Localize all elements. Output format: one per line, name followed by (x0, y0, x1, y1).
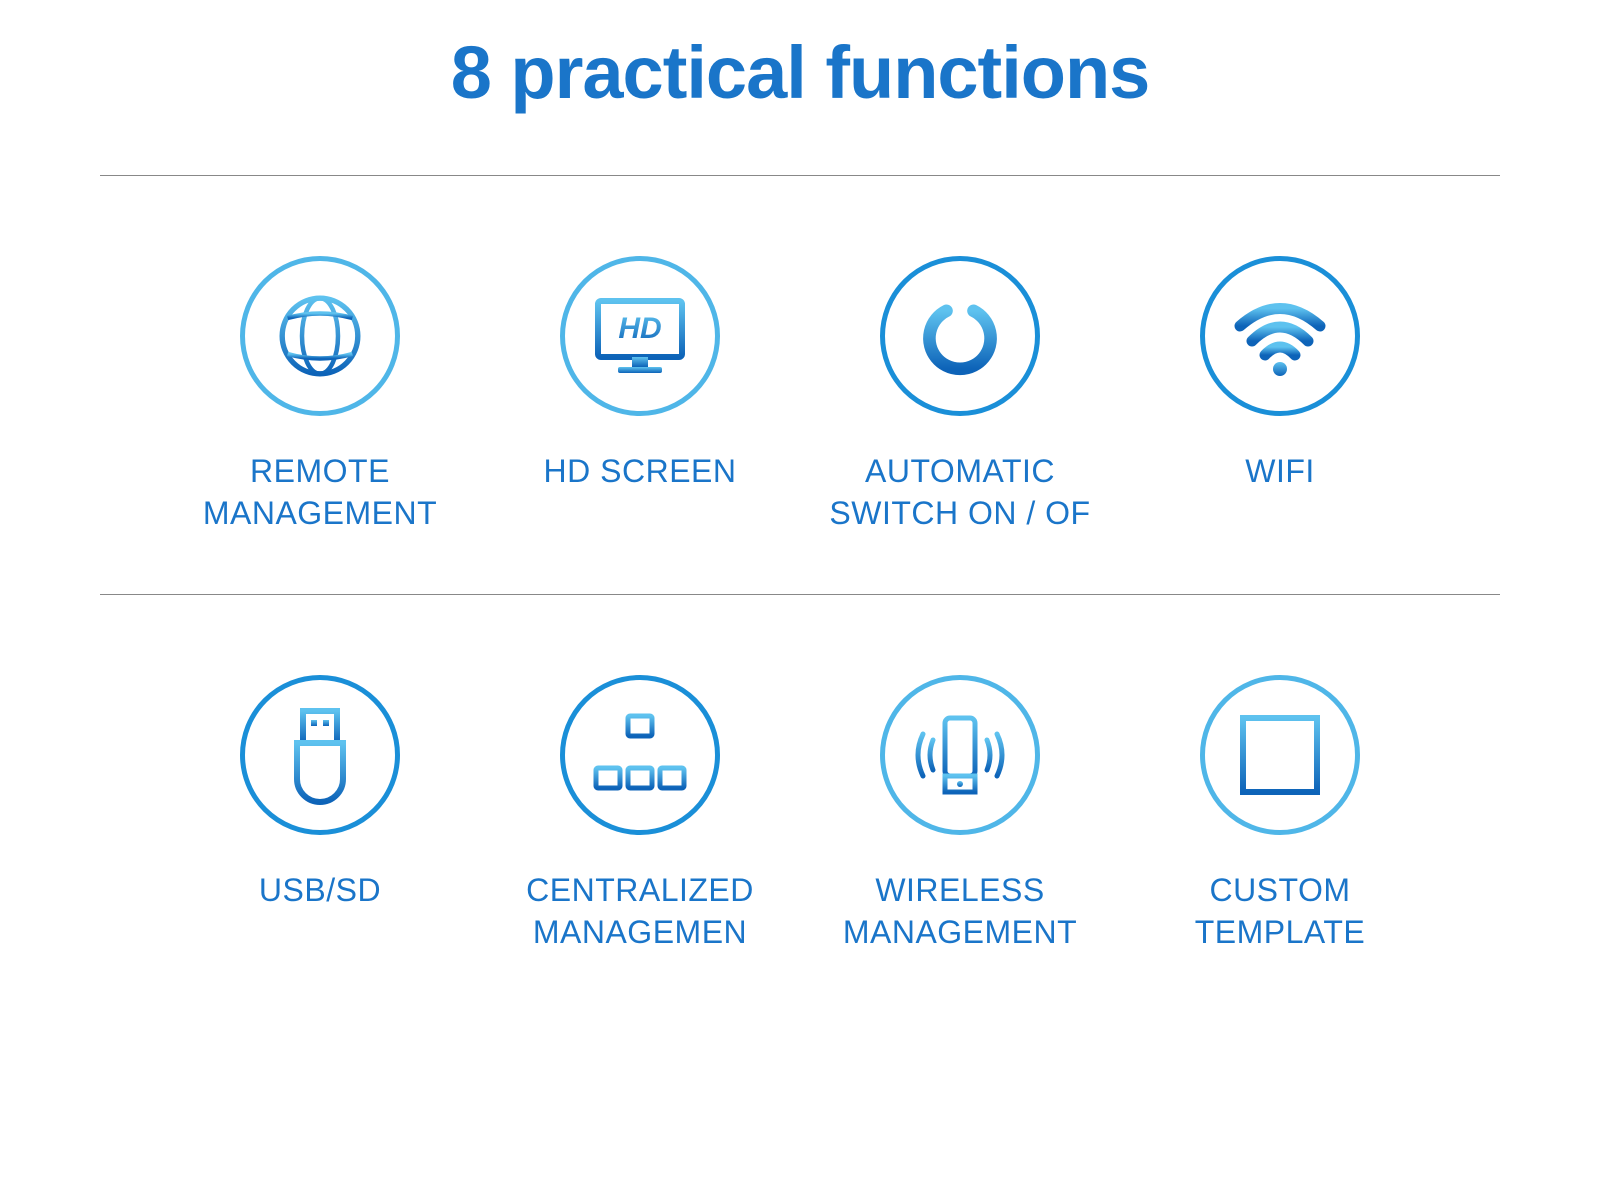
feature-label: CUSTOM TEMPLATE (1195, 870, 1366, 953)
feature-custom-template: CUSTOM TEMPLATE (1120, 675, 1440, 953)
feature-wifi: WIFI (1120, 256, 1440, 493)
usb-icon (240, 675, 400, 835)
feature-label: REMOTE MANAGEMENT (203, 451, 437, 534)
feature-remote-management: REMOTE MANAGEMENT (160, 256, 480, 534)
feature-label: WIFI (1245, 451, 1315, 493)
feature-hd-screen: HD HD SCREEN (480, 256, 800, 493)
feature-usb-sd: USB/SD (160, 675, 480, 912)
power-icon (880, 256, 1040, 416)
feature-label: AUTOMATIC SWITCH ON / OF (829, 451, 1090, 534)
wireless-phone-icon (880, 675, 1040, 835)
infographic-container: 8 practical functions REMOTE MANAGEMENT (0, 0, 1600, 1013)
feature-label: HD SCREEN (544, 451, 737, 493)
hd-screen-icon: HD (560, 256, 720, 416)
feature-label: USB/SD (259, 870, 381, 912)
feature-automatic-switch: AUTOMATIC SWITCH ON / OF (800, 256, 1120, 534)
network-icon (560, 675, 720, 835)
template-icon (1200, 675, 1360, 835)
feature-row-1: REMOTE MANAGEMENT HD HD SCREEN (100, 176, 1500, 594)
page-title: 8 practical functions (100, 30, 1500, 115)
globe-icon (240, 256, 400, 416)
svg-text:HD: HD (618, 312, 661, 345)
feature-label: CENTRALIZED MANAGEMEN (526, 870, 754, 953)
feature-label: WIRELESS MANAGEMENT (843, 870, 1077, 953)
feature-row-2: USB/SD CENTRALIZED MANAGEMEN (100, 595, 1500, 1013)
feature-wireless-management: WIRELESS MANAGEMENT (800, 675, 1120, 953)
feature-centralized-management: CENTRALIZED MANAGEMEN (480, 675, 800, 953)
wifi-icon (1200, 256, 1360, 416)
